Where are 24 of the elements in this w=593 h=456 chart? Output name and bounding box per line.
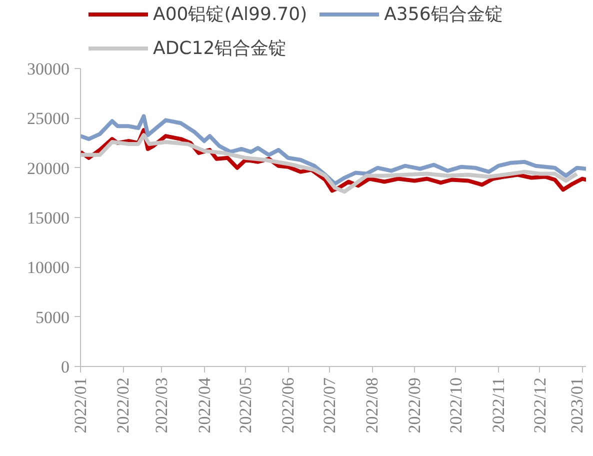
x-tick-label: 2022/03 (152, 377, 172, 434)
y-tick-label: 20000 (27, 158, 70, 178)
y-tick-label: 0 (61, 358, 70, 376)
x-tick-label: 2022/10 (446, 377, 466, 434)
legend-label: ADC12铝合金锭 (153, 37, 287, 60)
y-tick-label: 30000 (27, 60, 70, 78)
x-tick-label: 2022/06 (278, 377, 298, 434)
legend-label: A356铝合金锭 (384, 3, 503, 26)
x-tick-label: 2022/11 (489, 378, 508, 433)
x-tick-label: 2022/12 (530, 377, 550, 434)
legend-label: A00铝锭(Al99.70) (153, 3, 308, 26)
x-tick-label: 2023/01 (568, 377, 586, 434)
x-tick-label: 2022/08 (362, 377, 382, 434)
x-tick-label: 2022/07 (320, 377, 339, 434)
y-tick-label: 25000 (27, 109, 70, 128)
x-tick-label: 2022/05 (236, 377, 255, 434)
line-series (80, 114, 586, 186)
y-tick-label: 5000 (36, 308, 70, 327)
x-tick-label: 2022/04 (194, 377, 214, 434)
x-tick-label: 2022/01 (71, 377, 90, 434)
x-tick-label: 2022/09 (405, 377, 424, 434)
x-tick-label: 2022/02 (114, 377, 133, 434)
y-tick-label: 10000 (27, 258, 70, 278)
y-tick-label: 15000 (27, 208, 70, 228)
